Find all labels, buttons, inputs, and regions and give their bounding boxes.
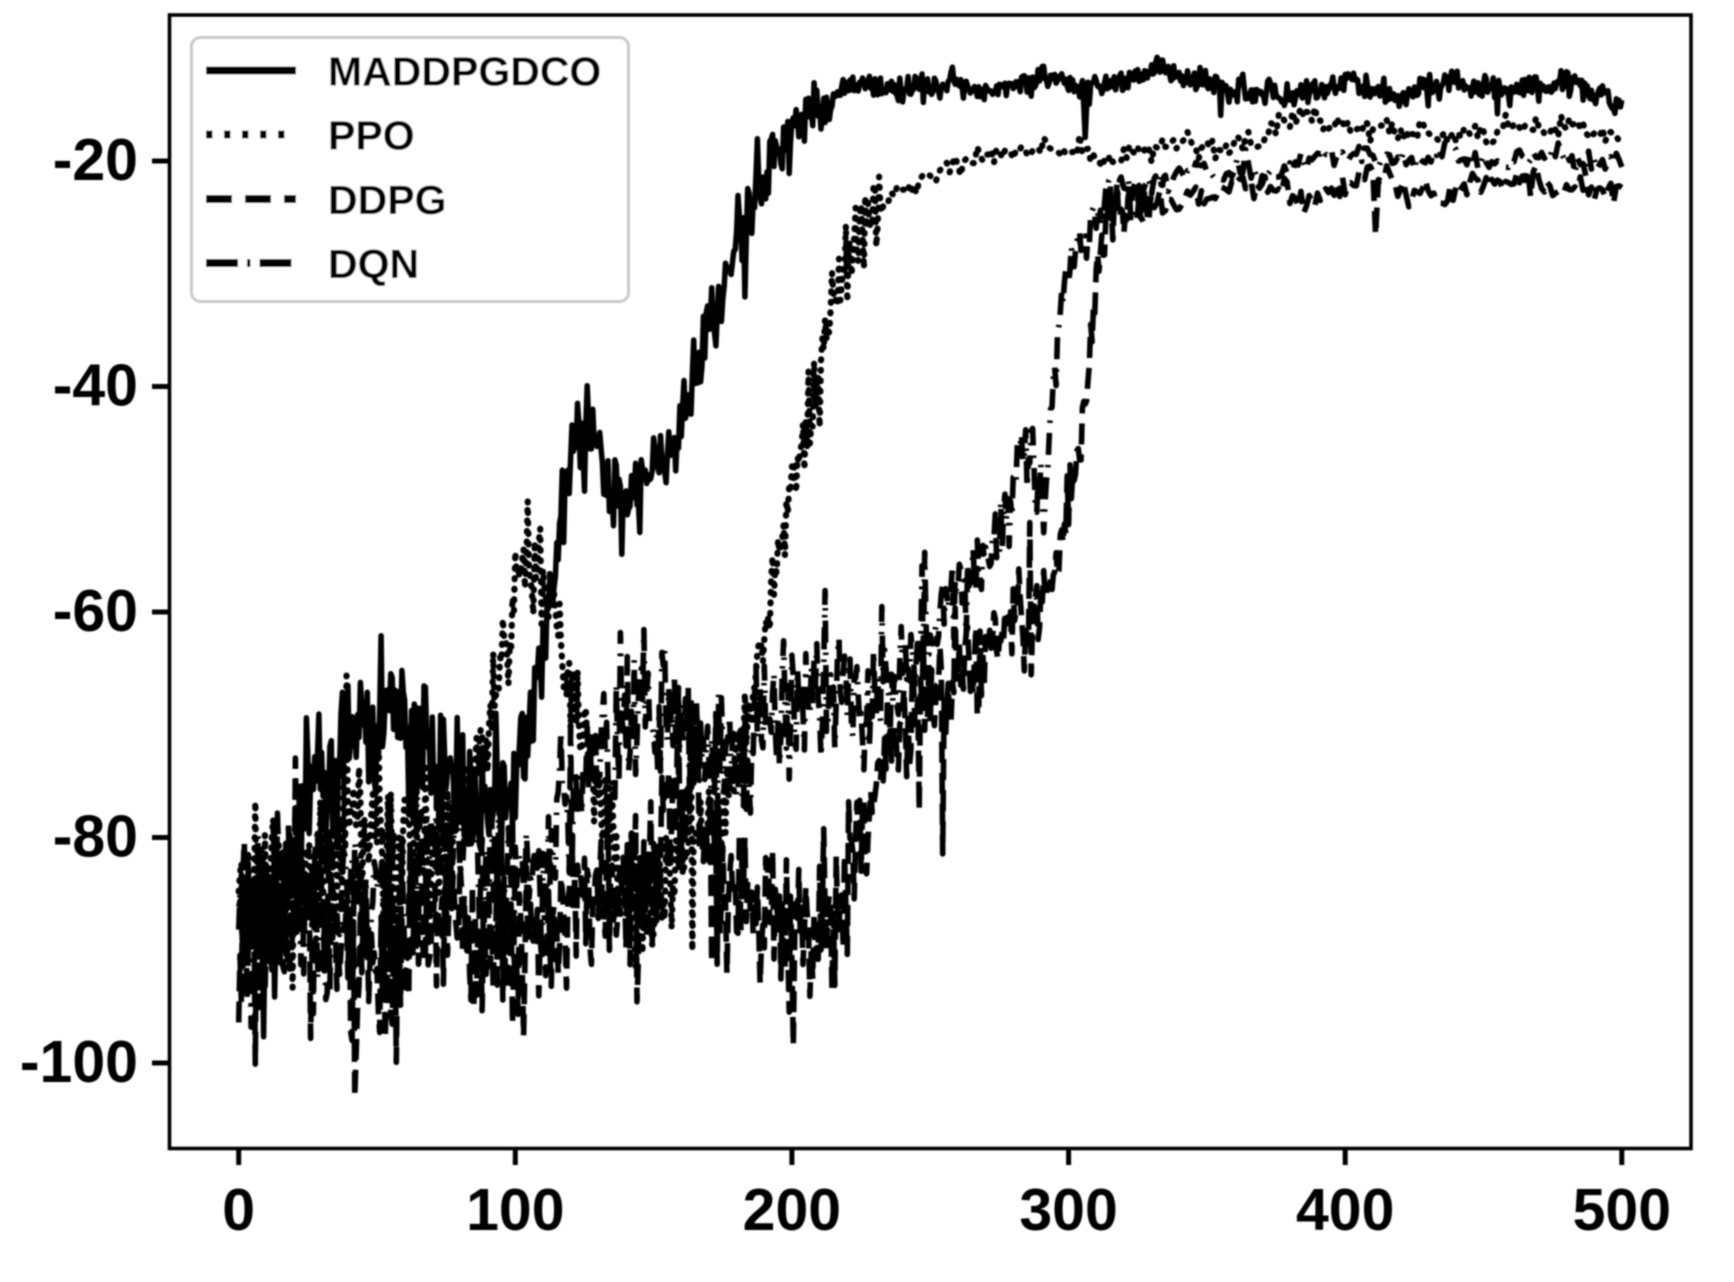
svg-text:300: 300	[1019, 1177, 1117, 1243]
svg-text:MADDPGDCO: MADDPGDCO	[328, 49, 601, 95]
svg-text:PPO: PPO	[328, 113, 415, 159]
svg-text:DDPG: DDPG	[328, 177, 446, 223]
svg-text:400: 400	[1296, 1177, 1394, 1243]
svg-text:0: 0	[222, 1177, 255, 1243]
svg-text:-60: -60	[53, 578, 138, 644]
svg-text:-80: -80	[53, 804, 138, 870]
svg-text:-20: -20	[53, 127, 138, 193]
svg-text:200: 200	[743, 1177, 841, 1243]
svg-text:100: 100	[466, 1177, 564, 1243]
svg-text:-100: -100	[20, 1029, 138, 1095]
svg-text:500: 500	[1573, 1177, 1671, 1243]
svg-text:DQN: DQN	[328, 241, 419, 287]
svg-text:-40: -40	[53, 353, 138, 419]
